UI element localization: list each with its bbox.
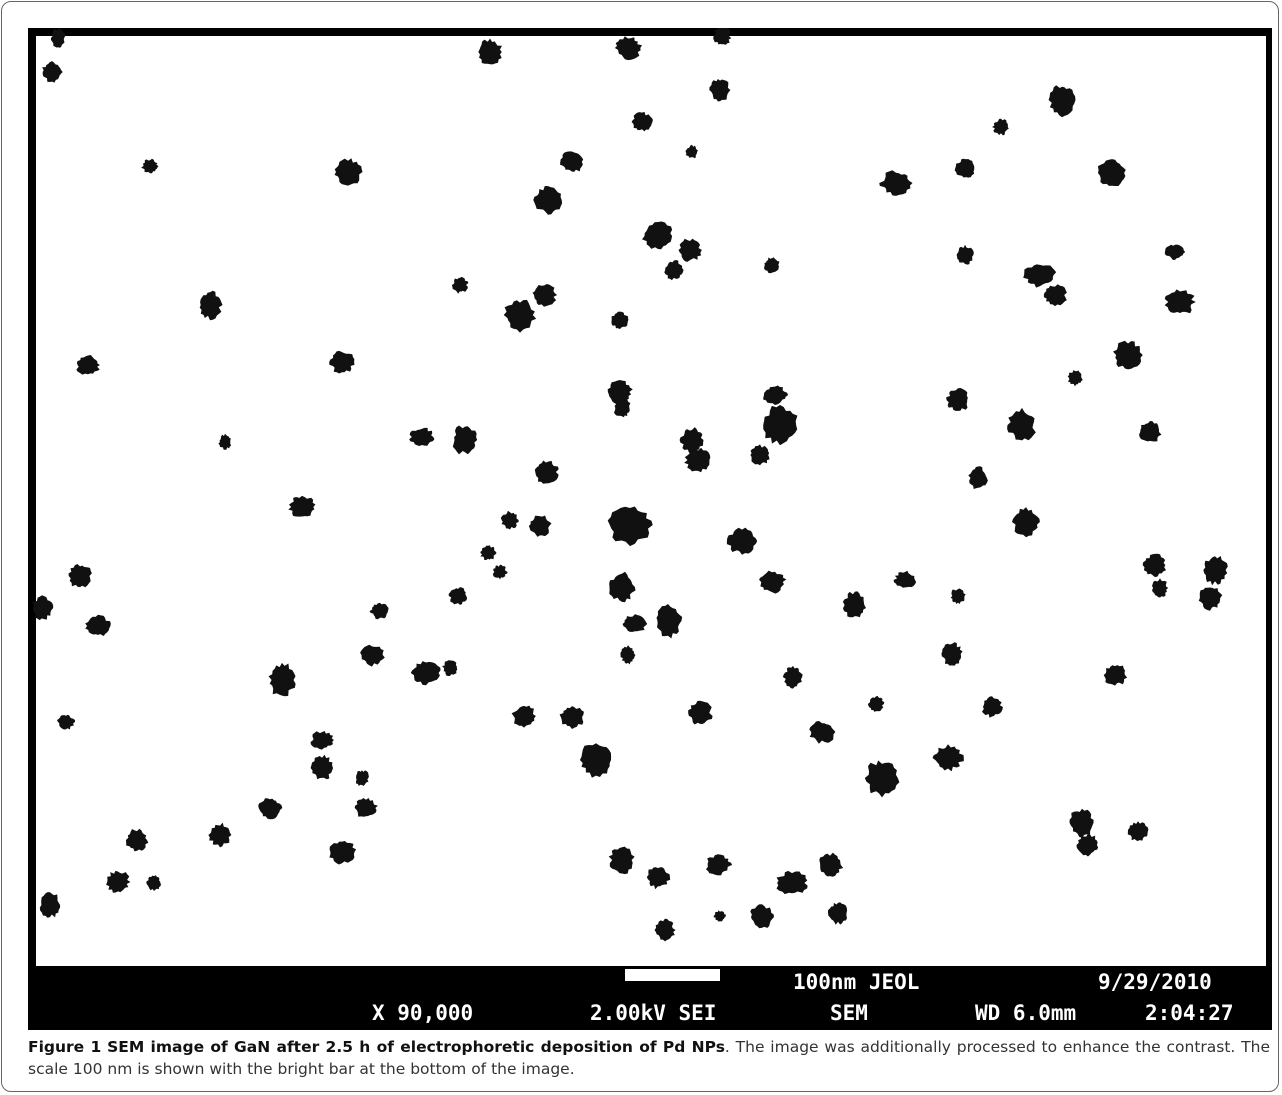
magnification: X 90,000 bbox=[372, 1001, 473, 1025]
page: 100nm JEOL 9/29/2010 X 90,000 2.00kV SEI… bbox=[0, 0, 1282, 1095]
voltage: 2.00kV SEI bbox=[590, 1001, 716, 1025]
scale-label: 100nm JEOL bbox=[793, 970, 919, 994]
scale-bar bbox=[625, 969, 720, 981]
date: 9/29/2010 bbox=[1098, 970, 1212, 994]
sem-image: 100nm JEOL 9/29/2010 X 90,000 2.00kV SEI… bbox=[28, 28, 1272, 1030]
working-distance: WD 6.0mm bbox=[975, 1001, 1076, 1025]
caption-label: Figure 1 bbox=[28, 1038, 101, 1056]
caption-title: SEM image of GaN after 2.5 h of electrop… bbox=[107, 1038, 725, 1056]
time: 2:04:27 bbox=[1145, 1001, 1234, 1025]
caption: Figure 1 SEM image of GaN after 2.5 h of… bbox=[28, 1036, 1270, 1080]
mode: SEM bbox=[830, 1001, 868, 1025]
